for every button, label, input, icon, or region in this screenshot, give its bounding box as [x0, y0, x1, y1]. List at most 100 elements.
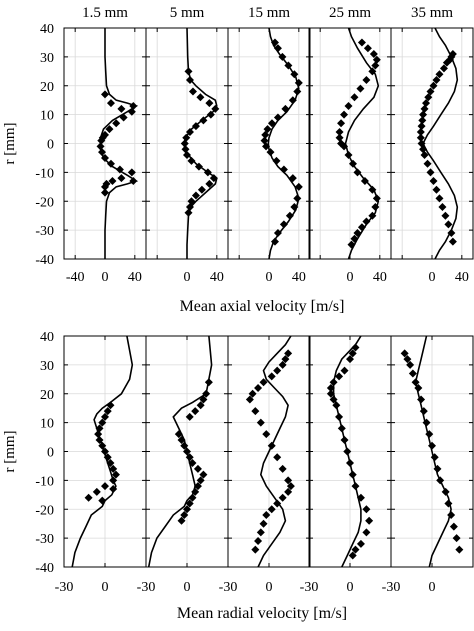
- data-point: [262, 511, 271, 520]
- data-point: [293, 194, 302, 203]
- panel-0-4: [390, 27, 474, 260]
- data-point: [426, 87, 435, 96]
- data-point: [346, 355, 354, 364]
- data-point: [262, 430, 271, 439]
- data-point: [356, 84, 365, 93]
- data-point: [362, 528, 371, 537]
- data-point: [270, 38, 279, 47]
- data-point: [106, 99, 115, 108]
- data-point: [267, 119, 276, 128]
- data-point: [129, 177, 138, 186]
- data-point: [411, 378, 420, 387]
- data-point: [348, 349, 357, 358]
- data-point: [185, 75, 194, 84]
- panel-0-0: [63, 27, 147, 260]
- data-point: [109, 476, 118, 485]
- data-point: [109, 464, 118, 473]
- panel-0-2: [227, 27, 311, 260]
- data-point: [416, 127, 425, 136]
- data-point: [351, 482, 360, 491]
- data-point: [117, 174, 126, 183]
- data-point: [183, 505, 191, 514]
- data-point: [344, 151, 353, 160]
- data-point: [211, 104, 220, 113]
- data-point: [187, 197, 196, 206]
- data-point: [429, 81, 438, 90]
- xtick-label: -30: [300, 580, 319, 595]
- data-point: [335, 412, 344, 421]
- data-point: [106, 401, 115, 410]
- data-point: [103, 453, 112, 462]
- data-point: [194, 162, 203, 171]
- data-point: [248, 389, 257, 398]
- data-point: [267, 441, 276, 450]
- data-point: [204, 378, 213, 387]
- data-point: [400, 349, 409, 358]
- data-point: [254, 537, 263, 546]
- data-point: [256, 418, 265, 427]
- ytick-label: -30: [35, 532, 54, 547]
- data-point: [363, 44, 372, 53]
- ytick-label: 20: [40, 80, 54, 95]
- data-point: [428, 441, 436, 450]
- data-point: [260, 136, 269, 145]
- data-point: [273, 453, 282, 462]
- data-point: [180, 511, 189, 520]
- data-point: [284, 61, 293, 70]
- data-point: [346, 459, 354, 468]
- data-point: [206, 110, 215, 119]
- data-point: [284, 349, 293, 358]
- data-point: [193, 464, 202, 473]
- data-point: [191, 407, 200, 416]
- data-point: [98, 418, 107, 427]
- data-point: [196, 93, 205, 102]
- data-point: [432, 185, 441, 194]
- data-point: [101, 447, 109, 456]
- data-point: [417, 122, 426, 131]
- data-point: [337, 119, 346, 128]
- data-point: [84, 493, 93, 502]
- data-point: [184, 67, 193, 76]
- data-point: [94, 430, 103, 439]
- data-point: [419, 110, 428, 119]
- data-point: [279, 220, 288, 229]
- data-point: [416, 133, 425, 142]
- data-point: [371, 61, 380, 70]
- data-point: [326, 383, 335, 392]
- xtick-label: 40: [292, 270, 306, 285]
- data-point: [351, 343, 360, 352]
- data-point: [262, 142, 271, 151]
- data-point: [108, 177, 117, 186]
- data-point: [372, 55, 381, 64]
- data-point: [284, 487, 293, 496]
- data-point: [435, 70, 444, 79]
- ytick-label: -20: [35, 503, 54, 518]
- data-point: [117, 104, 126, 113]
- data-point: [185, 453, 194, 462]
- column-title-3: 25 mm: [329, 5, 371, 21]
- data-point: [417, 139, 426, 148]
- xtick-label: 0: [429, 270, 436, 285]
- data-point: [326, 389, 335, 398]
- data-point: [102, 179, 111, 188]
- data-point: [185, 499, 194, 508]
- xtick-label: -40: [66, 270, 85, 285]
- data-point: [285, 211, 294, 220]
- x-axis-label: Mean axial velocity [m/s]: [180, 298, 345, 315]
- data-point: [109, 485, 118, 494]
- column-title-0: 1.5 mm: [82, 5, 128, 21]
- data-point: [436, 476, 445, 485]
- data-point: [448, 237, 457, 246]
- data-point: [251, 407, 260, 416]
- data-point: [444, 499, 453, 508]
- data-point: [452, 534, 461, 543]
- data-point: [191, 191, 200, 200]
- series-line: [147, 335, 213, 568]
- ytick-label: -10: [35, 474, 54, 489]
- data-point: [273, 229, 282, 238]
- data-point: [340, 110, 349, 119]
- data-point: [256, 528, 265, 537]
- series-line: [332, 335, 362, 568]
- data-point: [408, 369, 417, 378]
- panel-1-2: [227, 335, 311, 568]
